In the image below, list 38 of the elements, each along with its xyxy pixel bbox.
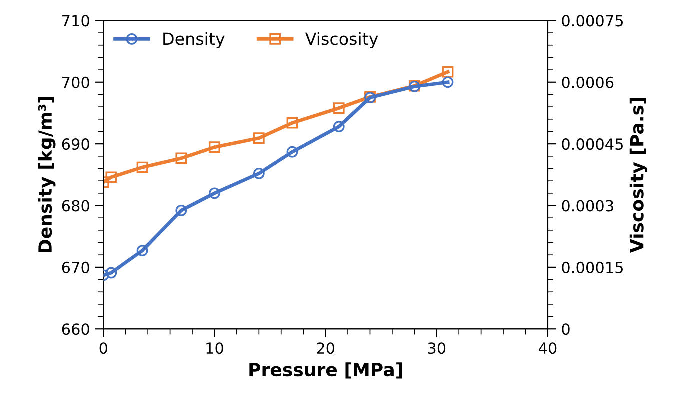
- y-tick-label: 710: [62, 15, 90, 27]
- point: [209, 142, 220, 154]
- point: [106, 267, 118, 279]
- point: [253, 132, 265, 144]
- y2-tick-label: 0.00045: [562, 138, 623, 150]
- y-tick-label: 680: [62, 200, 90, 212]
- point: [136, 245, 148, 256]
- x-tick-label: 10: [206, 342, 224, 354]
- y-tick-label: 670: [62, 262, 90, 274]
- y2-tick-label: 0.0003: [562, 200, 614, 212]
- x-axis-title: Pressure [MPa]: [250, 362, 402, 379]
- point: [253, 168, 265, 180]
- point: [176, 152, 188, 164]
- point: [333, 102, 345, 114]
- x-tick-label: 20: [317, 342, 335, 354]
- x-tick-label: 40: [538, 342, 557, 354]
- y2-tick-label: 0: [562, 324, 570, 336]
- y2-tick-label: 0.0006: [562, 76, 614, 88]
- legend-label: Density: [164, 32, 225, 48]
- point: [442, 76, 454, 88]
- y-tick-label: 700: [62, 76, 90, 88]
- point: [442, 66, 454, 78]
- legend-label: Viscosity: [305, 32, 378, 48]
- point: [286, 146, 298, 158]
- y2-axis-title: Viscosity [Pa.s]: [630, 98, 648, 254]
- point: [209, 188, 220, 200]
- point: [176, 204, 188, 216]
- y2-tick-label: 0.00015: [562, 262, 623, 274]
- point: [333, 121, 345, 132]
- x-tick-label: 30: [428, 342, 446, 354]
- y-tick-label: 660: [62, 324, 90, 336]
- y2-tick-label: 0.00075: [562, 15, 623, 27]
- point: [286, 117, 298, 129]
- y-axis-title: Density [kg/m³]: [38, 97, 56, 252]
- point: [106, 172, 118, 184]
- point: [136, 162, 148, 174]
- x-tick-label: 0: [100, 342, 108, 354]
- y-tick-label: 690: [62, 138, 90, 150]
